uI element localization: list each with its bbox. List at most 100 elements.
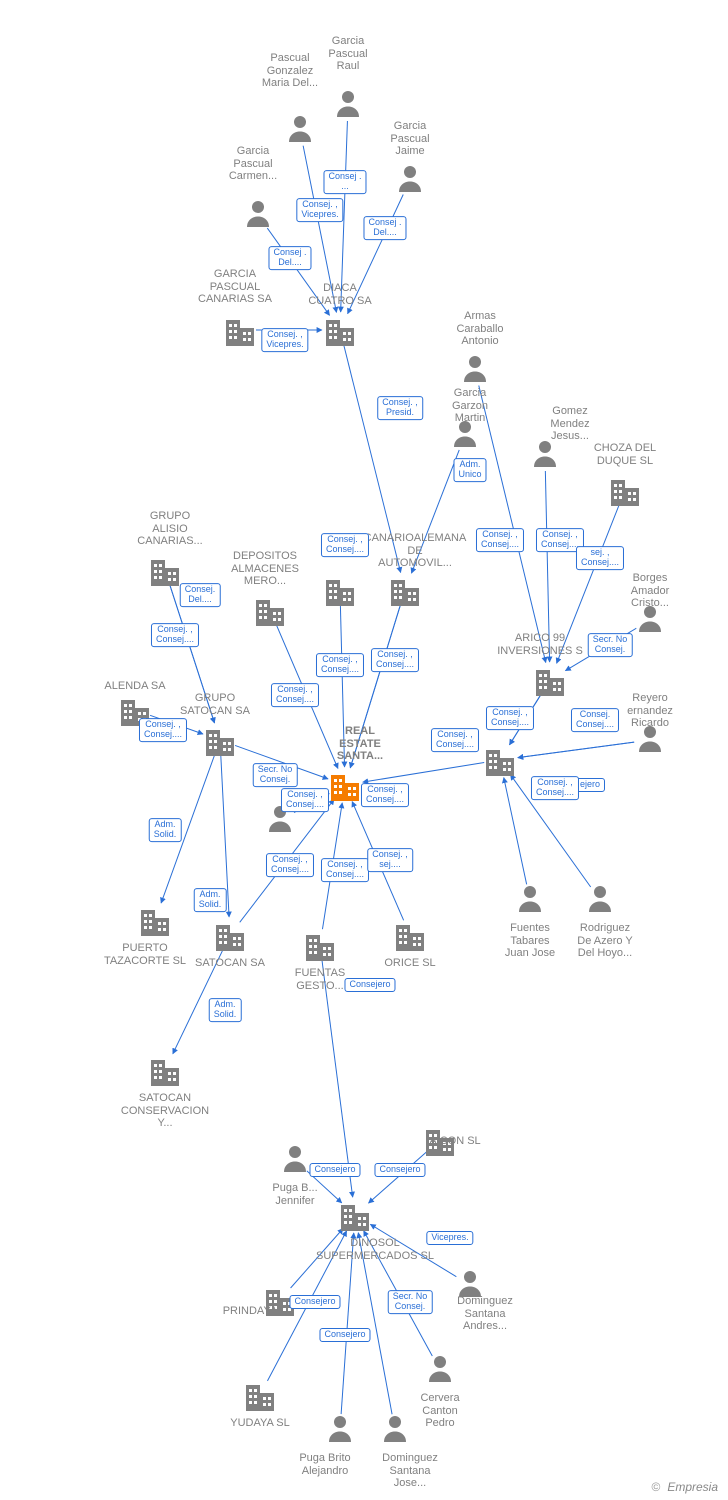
node-label: ALENDA SA	[104, 680, 165, 693]
node-label: Reyero ernandez Ricardo	[627, 692, 673, 730]
person-icon[interactable]	[519, 886, 541, 912]
edge-label: Consej . ...	[323, 170, 366, 194]
edge-label: Consejero	[344, 978, 395, 992]
edge	[322, 961, 353, 1197]
building-icon[interactable]	[256, 600, 284, 626]
building-icon[interactable]	[206, 730, 234, 756]
person-icon[interactable]	[337, 91, 359, 117]
edge-label: Consej. Consej....	[571, 708, 619, 732]
node-label: DINOSOL SUPERMERCADOS SL	[316, 1237, 434, 1262]
edge	[363, 763, 484, 783]
edge-label: Consej. , Vicepres.	[296, 198, 343, 222]
person-icon[interactable]	[464, 356, 486, 382]
node-label: GRUPO SATOCAN SA	[180, 692, 250, 717]
building-icon[interactable]	[611, 480, 639, 506]
person-icon[interactable]	[399, 166, 421, 192]
building-icon[interactable]	[326, 580, 354, 606]
node-label: SATOCAN SA	[195, 957, 265, 970]
edge-label: Consej. , Consej....	[139, 718, 187, 742]
person-icon[interactable]	[289, 116, 311, 142]
person-icon[interactable]	[329, 1416, 351, 1442]
node-label: Garcia Pascual Jaime	[390, 120, 429, 158]
edge-label: Consej. , Consej....	[431, 728, 479, 752]
edge-label: Consej. , Consej....	[361, 783, 409, 807]
watermark: © Empresia	[652, 1479, 719, 1494]
node-label: Puga B... Jennifer	[272, 1182, 317, 1207]
building-icon[interactable]	[326, 320, 354, 346]
building-icon[interactable]	[246, 1385, 274, 1411]
node-label: AICON SL	[429, 1135, 480, 1148]
edge-label: Consejero	[319, 1328, 370, 1342]
edge	[479, 386, 546, 663]
edge-label: Consejero	[374, 1163, 425, 1177]
node-label: Dominguez Santana Jose...	[382, 1452, 438, 1490]
edge-label: Consejero	[309, 1163, 360, 1177]
edge-label: Consej . Del....	[363, 216, 406, 240]
person-icon[interactable]	[589, 886, 611, 912]
edge-label: Consej. , Consej....	[486, 706, 534, 730]
edge	[518, 742, 634, 758]
copyright-symbol: ©	[652, 1480, 661, 1494]
edge-label: Consej . Del....	[268, 246, 311, 270]
edge-label: Consej. , Consej....	[316, 653, 364, 677]
person-icon[interactable]	[429, 1356, 451, 1382]
edge-label: Consej. , Vicepres.	[261, 328, 308, 352]
node-label: DIACA CUATRO SA	[308, 282, 371, 307]
edge-label: Consejero	[289, 1295, 340, 1309]
node-label: FUENTAS GESTO...	[295, 967, 346, 992]
node-label: ORICE SL	[384, 957, 435, 970]
node-label: Dominguez Santana Andres...	[457, 1295, 513, 1333]
person-icon[interactable]	[459, 1271, 481, 1297]
building-icon[interactable]	[536, 670, 564, 696]
edge-label: sej. , Consej....	[576, 546, 624, 570]
building-icon[interactable]	[151, 1060, 179, 1086]
building-icon[interactable]	[341, 1205, 369, 1231]
node-label: GRUPO ALISIO CANARIAS...	[137, 510, 202, 548]
edge-label: Consej. , Consej....	[281, 788, 329, 812]
edge-label: Consej. , Presid.	[377, 396, 423, 420]
node-label: PUERTO TAZACORTE SL	[104, 942, 186, 967]
building-icon[interactable]	[331, 775, 359, 801]
edge-label: Secr. No Consej.	[253, 763, 298, 787]
edge-label: ejero	[575, 778, 605, 792]
building-icon[interactable]	[151, 560, 179, 586]
building-icon[interactable]	[391, 580, 419, 606]
node-label: Fuentes Tabares Juan Jose	[505, 922, 555, 960]
node-label: DEPOSITOS ALMACENES MERO...	[231, 550, 299, 588]
node-label: Garcia Pascual Raul	[328, 35, 367, 73]
node-label: GARCIA PASCUAL CANARIAS SA	[198, 268, 272, 306]
building-icon[interactable]	[226, 320, 254, 346]
node-label: PRINDAYA	[223, 1305, 278, 1318]
node-label: Pascual Gonzalez Maria Del...	[262, 52, 318, 90]
node-label: YUDAYA SL	[230, 1417, 290, 1430]
edge-label: Consej. , Consej....	[371, 648, 419, 672]
brand-name: Empresia	[667, 1480, 718, 1494]
edge-label: Consej. , Consej....	[476, 528, 524, 552]
edge	[504, 778, 527, 885]
edge-label: Secr. No Consej.	[388, 1290, 433, 1314]
person-icon[interactable]	[534, 441, 556, 467]
edge-label: Vicepres.	[426, 1231, 473, 1245]
node-label: CANARIOALEMANA DE AUTOMOVIL...	[364, 532, 467, 570]
node-label: REAL ESTATE SANTA...	[337, 725, 383, 763]
building-icon[interactable]	[216, 925, 244, 951]
person-icon[interactable]	[284, 1146, 306, 1172]
building-icon[interactable]	[141, 910, 169, 936]
node-label: Garcia Pascual Carmen...	[229, 145, 277, 183]
edge-label: Consej. Del....	[180, 583, 221, 607]
edge-label: Adm. Solid.	[149, 818, 182, 842]
node-label: Rodriguez De Azero Y Del Hoyo...	[577, 922, 632, 960]
edge-label: Consej. , Consej....	[151, 623, 199, 647]
node-label: Borges Amador Cristo...	[631, 572, 670, 610]
person-icon[interactable]	[247, 201, 269, 227]
edge-label: Secr. No Consej.	[588, 633, 633, 657]
edge-label: Consej. , Consej....	[531, 776, 579, 800]
building-icon[interactable]	[396, 925, 424, 951]
edge-label: Consej. , Consej....	[266, 853, 314, 877]
edge-label: Consej. , Consej....	[271, 683, 319, 707]
edge-label: Consej. , sej....	[367, 848, 413, 872]
building-icon[interactable]	[486, 750, 514, 776]
node-label: Armas Caraballo Antonio	[456, 310, 503, 348]
building-icon[interactable]	[306, 935, 334, 961]
person-icon[interactable]	[384, 1416, 406, 1442]
